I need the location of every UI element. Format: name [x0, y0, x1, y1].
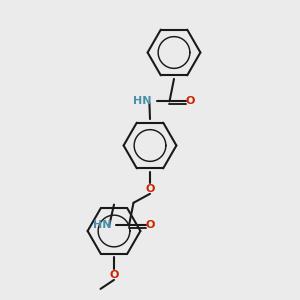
- Text: HN: HN: [92, 220, 111, 230]
- Text: O: O: [145, 184, 155, 194]
- Text: O: O: [186, 96, 195, 106]
- Text: O: O: [109, 270, 119, 280]
- Text: O: O: [145, 220, 155, 230]
- Text: HN: HN: [133, 96, 152, 106]
